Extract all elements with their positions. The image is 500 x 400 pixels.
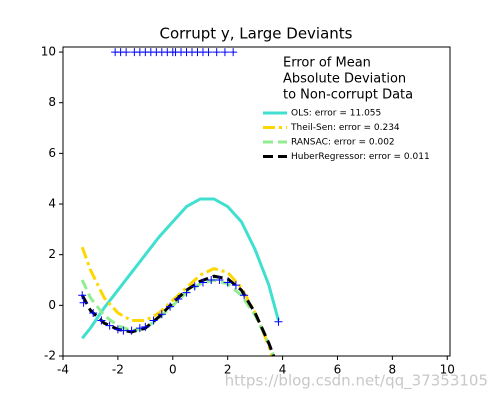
point — [141, 322, 150, 331]
line — [81, 197, 280, 340]
point — [79, 298, 88, 307]
x-tick-label: 8 — [389, 363, 397, 377]
point — [97, 316, 106, 325]
x-tick-label: 4 — [279, 363, 287, 377]
point — [119, 326, 128, 335]
point — [157, 310, 166, 319]
legend-label: Theil-Sen: error = 0.234 — [290, 123, 400, 133]
legend-title: Error of Mean — [283, 56, 371, 71]
y-tick-label: 2 — [48, 247, 56, 261]
point — [274, 317, 283, 326]
x-tick-label: 6 — [334, 363, 342, 377]
point — [135, 324, 144, 333]
legend-label: RANSAC: error = 0.002 — [291, 138, 395, 148]
point — [127, 326, 136, 335]
legend-title: Absolute Deviation — [283, 72, 406, 87]
point — [149, 316, 158, 325]
point — [122, 48, 131, 57]
x-tick-label: 2 — [224, 363, 232, 377]
point — [190, 282, 199, 291]
point — [166, 302, 175, 311]
y-tick-label: 10 — [41, 45, 56, 59]
point — [240, 291, 249, 300]
x-tick-label: 10 — [440, 363, 455, 377]
plot-area — [78, 48, 283, 356]
x-tick-label: 0 — [169, 363, 177, 377]
point — [223, 278, 232, 287]
point — [229, 48, 238, 57]
axes-frame — [62, 46, 451, 357]
point — [215, 276, 224, 285]
y-tick-label: 0 — [48, 298, 56, 312]
point — [105, 321, 114, 330]
point — [207, 276, 216, 285]
point — [231, 281, 240, 290]
y-tick-label: -2 — [44, 349, 56, 363]
point — [182, 288, 191, 297]
legend: Error of Mean Absolute Deviation to Non-… — [263, 56, 430, 162]
point — [212, 48, 221, 57]
point — [198, 278, 207, 287]
point — [113, 325, 122, 334]
point — [204, 48, 213, 57]
point — [78, 291, 87, 300]
watermark: https://blog.csdn.net/qq_37353105 — [225, 372, 488, 391]
y-tick-label: 4 — [48, 197, 56, 211]
x-tick-label: -2 — [112, 363, 124, 377]
line — [80, 274, 276, 356]
y-tick-label: 6 — [48, 146, 56, 160]
point — [174, 295, 183, 304]
legend-label: HuberRegressor: error = 0.011 — [291, 152, 430, 162]
chart-title: Corrupt y, Large Deviants — [159, 25, 352, 43]
legend-label: OLS: error = 11.055 — [291, 109, 381, 119]
point — [220, 48, 229, 57]
x-tick-label: -4 — [57, 363, 69, 377]
line — [80, 278, 276, 356]
y-tick-label: 8 — [48, 95, 56, 109]
point — [89, 308, 98, 317]
legend-title: to Non-corrupt Data — [283, 88, 413, 103]
